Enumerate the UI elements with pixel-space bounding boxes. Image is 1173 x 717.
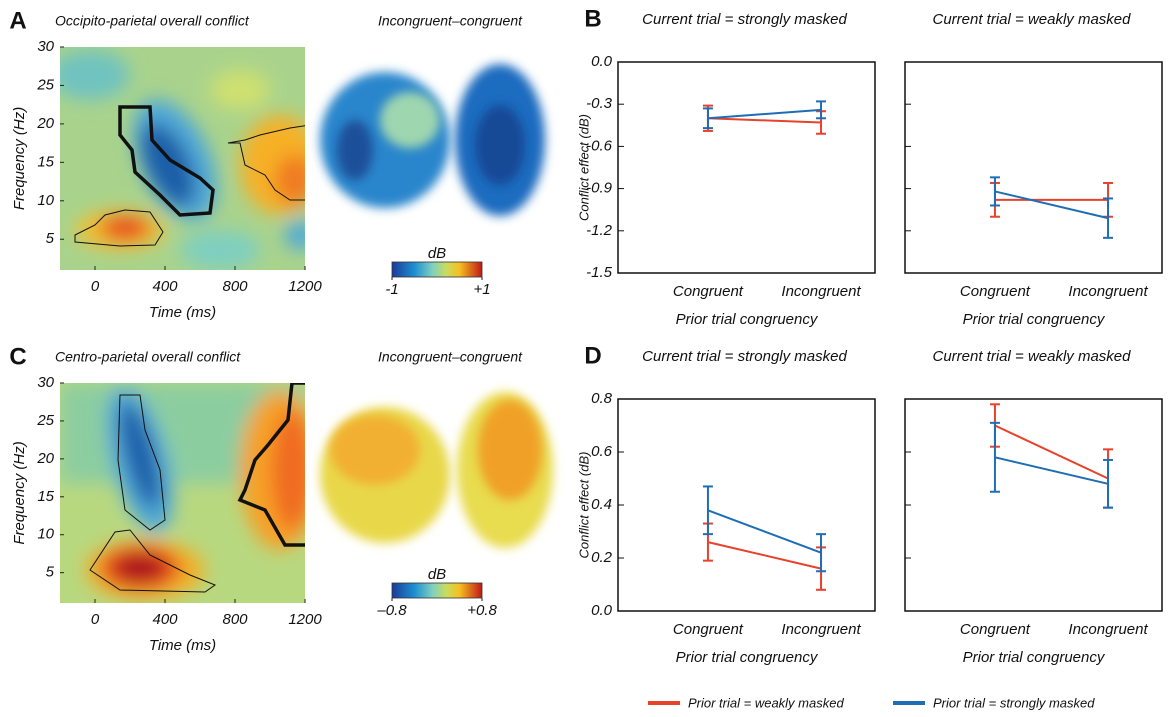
y-tick-label: 5 <box>46 564 55 581</box>
x-tick-label: Congruent <box>960 283 1031 300</box>
map-title: Incongruent–congruent <box>378 13 523 29</box>
error-bar <box>1103 197 1114 239</box>
heatmap <box>60 47 305 270</box>
x-tick-label: Incongruent <box>781 283 861 300</box>
error-bar <box>702 107 713 130</box>
y-tick-label: 25 <box>36 412 54 429</box>
x-tick-label: 400 <box>152 278 178 295</box>
series-line <box>994 190 1109 220</box>
y-tick-label: 25 <box>36 76 54 93</box>
x-tick-label: 1200 <box>288 611 322 628</box>
x-axis-label: Prior trial congruency <box>676 311 819 328</box>
y-tick-label: 0.2 <box>591 549 613 566</box>
x-tick-label: 1200 <box>288 278 322 295</box>
error-bar <box>816 100 827 120</box>
series-line <box>994 456 1109 485</box>
panel-letter: A <box>9 7 26 34</box>
colorbar-label: dB <box>428 566 446 583</box>
x-axis-label: Prior trial congruency <box>963 311 1106 328</box>
colorbar-tick-label: +0.8 <box>467 602 497 619</box>
x-tick-label: 0 <box>91 278 100 295</box>
series-line <box>707 108 822 120</box>
panel-title: Occipito-parietal overall conflict <box>55 13 250 29</box>
x-tick-label: Congruent <box>673 283 744 300</box>
x-tick-label: 0 <box>91 611 100 628</box>
y-tick-label: -0.9 <box>586 180 613 197</box>
y-tick-label: 0.0 <box>591 53 613 70</box>
y-axis-label: Frequency (Hz) <box>11 441 28 544</box>
y-tick-label: 20 <box>36 115 54 132</box>
error-bar <box>989 421 1000 493</box>
panel-letter: C <box>9 343 26 370</box>
error-bar <box>989 176 1000 207</box>
x-axis-label: Time (ms) <box>149 637 216 654</box>
y-tick-label: 5 <box>46 230 55 247</box>
series-line <box>994 424 1109 480</box>
legend-label: Prior trial = strongly masked <box>933 695 1095 710</box>
colorbar-label: dB <box>428 245 446 262</box>
y-tick-label: 30 <box>37 374 54 391</box>
topography <box>320 392 553 599</box>
colorbar-tick-label: -1 <box>385 281 398 298</box>
y-tick-label: 15 <box>37 488 54 505</box>
y-tick-label: 15 <box>37 153 54 170</box>
panel-title: Current trial = strongly masked <box>642 348 847 365</box>
y-tick-label: 0.8 <box>591 390 613 407</box>
heatmap <box>60 383 305 603</box>
x-tick-label: 800 <box>222 611 248 628</box>
y-tick-label: 30 <box>37 38 54 55</box>
x-axis-label: Prior trial congruency <box>963 649 1106 666</box>
x-axis-label: Time (ms) <box>149 304 216 321</box>
panel-title: Centro-parietal overall conflict <box>55 349 241 365</box>
legend-label: Prior trial = weakly masked <box>688 695 844 710</box>
panel-title: Current trial = strongly masked <box>642 11 847 28</box>
plot-frame <box>904 398 1163 612</box>
series-line <box>707 541 822 570</box>
y-tick-label: -1.5 <box>586 264 613 281</box>
x-tick-label: Incongruent <box>1068 621 1148 638</box>
x-axis-label: Prior trial congruency <box>676 649 819 666</box>
series-line <box>707 509 822 554</box>
y-tick-label: -0.6 <box>586 137 613 154</box>
plot-frame <box>617 61 876 274</box>
y-axis-label: Conflict effect (dB) <box>576 114 591 221</box>
plot-frame <box>617 398 876 612</box>
y-tick-label: 0.6 <box>591 443 613 460</box>
x-tick-label: Incongruent <box>1068 283 1148 300</box>
colorbar-tick-label: –0.8 <box>376 602 407 619</box>
plot-frame <box>904 61 1163 274</box>
y-tick-label: 0.4 <box>591 496 612 513</box>
topography <box>320 64 545 278</box>
panel-letter: D <box>584 342 601 369</box>
y-axis-label: Frequency (Hz) <box>11 107 28 210</box>
error-bar <box>816 533 827 573</box>
y-tick-label: -0.3 <box>586 95 613 112</box>
colorbar-tick-label: +1 <box>473 281 490 298</box>
x-tick-label: 400 <box>152 611 178 628</box>
series-line <box>707 117 822 124</box>
map-title: Incongruent–congruent <box>378 349 523 365</box>
x-tick-label: Incongruent <box>781 621 861 638</box>
x-tick-label: Congruent <box>960 621 1031 638</box>
panel-title: Current trial = weakly masked <box>933 348 1132 365</box>
error-bar <box>702 485 713 536</box>
y-tick-label: 10 <box>37 192 54 209</box>
x-tick-label: Congruent <box>673 621 744 638</box>
y-tick-label: 20 <box>36 450 54 467</box>
error-bar <box>1103 458 1114 509</box>
panel-title: Current trial = weakly masked <box>933 11 1132 28</box>
y-axis-label: Conflict effect (dB) <box>576 452 591 559</box>
panel-letter: B <box>584 5 601 32</box>
y-tick-label: -1.2 <box>586 222 613 239</box>
y-tick-label: 10 <box>37 526 54 543</box>
y-tick-label: 0.0 <box>591 602 613 619</box>
x-tick-label: 800 <box>222 278 248 295</box>
